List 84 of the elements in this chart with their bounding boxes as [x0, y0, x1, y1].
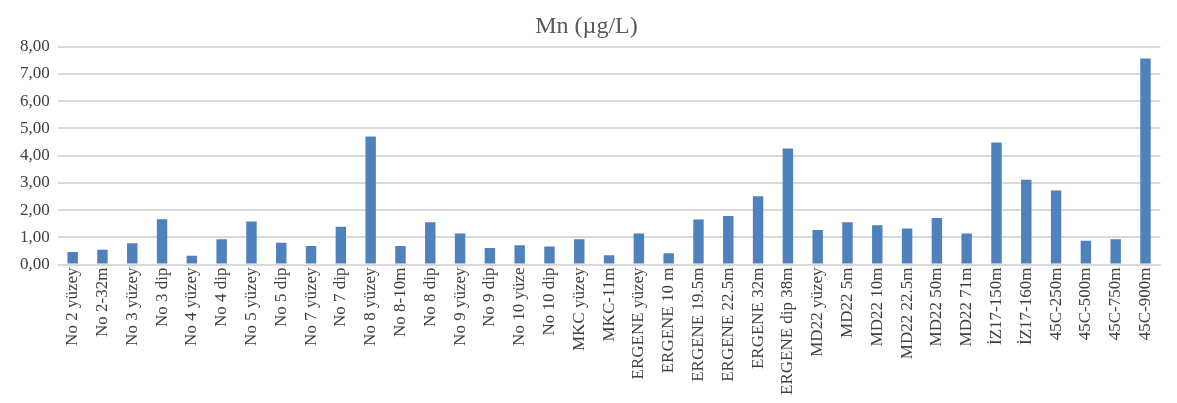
y-tick-label: 7,00 [20, 63, 50, 83]
bar [872, 225, 883, 264]
x-tick-label: MD22 71m [956, 267, 976, 347]
x-tick-label: MKC yüzey [568, 267, 588, 352]
bar [514, 245, 525, 264]
x-tick-label: No 3 dip [151, 267, 171, 328]
bar [97, 249, 108, 264]
bar [454, 233, 466, 264]
x-tick-label: MD22 10m [866, 267, 886, 347]
x-tick-label: İZ17-160m [1015, 267, 1035, 345]
bar [544, 246, 555, 264]
bar [1080, 240, 1092, 264]
bar [842, 222, 853, 264]
bar [1110, 239, 1121, 264]
x-tick-label: No 4 dip [211, 267, 231, 328]
x-tick-label: No 10 yüze [509, 267, 529, 346]
x-tick-label: No 5 yüzey [240, 267, 260, 346]
bar [603, 255, 615, 264]
x-tick-label: MD22 50m [926, 267, 946, 347]
x-tick-label: No 9 yüzey [449, 267, 469, 346]
bar [723, 216, 734, 264]
x-tick-label: No 8 dip [419, 267, 439, 328]
x-tick-label: No 4 yüzey [181, 267, 201, 346]
y-tick-label: 6,00 [20, 90, 50, 110]
chart-title: Mn (µg/L) [535, 11, 638, 38]
x-tick-label: No 8 yüzey [360, 267, 380, 346]
x-tick-label: ERGENE 10 m [658, 267, 678, 374]
bar [931, 217, 943, 264]
bar [812, 229, 823, 264]
bar [216, 239, 227, 264]
x-tick-label: ERGENE 19.5m [687, 267, 707, 382]
bar [335, 226, 347, 264]
x-tick-label: MD22 22.5m [896, 267, 916, 360]
x-tick-label: 45C-750m [1105, 267, 1125, 341]
bar [365, 136, 376, 264]
x-tick-label: No 3 yüzey [121, 267, 141, 346]
x-tick-label: MKC-11m [598, 267, 618, 342]
bar [663, 253, 674, 264]
x-tick-label: 45C-250m [1045, 267, 1065, 341]
bar [425, 222, 436, 264]
x-tick-label: ERGENE yüzey [628, 267, 648, 380]
bar [961, 233, 972, 264]
bar [186, 255, 198, 264]
bar [484, 247, 496, 264]
x-tick-label: MD22 yüzey [807, 267, 827, 357]
bar [246, 221, 257, 264]
bar [1021, 179, 1032, 264]
y-tick-label: 4,00 [20, 145, 50, 165]
bar [991, 142, 1002, 264]
x-tick-label: No 2-32m [91, 267, 111, 337]
x-tick-label: ERGENE 22.5m [717, 267, 737, 382]
x-tick-label: No 5 dip [270, 267, 290, 328]
y-tick-label: 1,00 [20, 226, 50, 246]
x-tick-label: No 2 yüzey [62, 267, 82, 346]
bar [574, 239, 585, 264]
bar [276, 242, 287, 264]
x-tick-label: ERGENE 32m [747, 267, 767, 370]
x-tick-label: 45C-900m [1134, 267, 1154, 341]
x-tick-label: İZ17-150m [985, 267, 1005, 345]
y-tick-label: 8,00 [20, 36, 50, 56]
bar [1140, 58, 1151, 264]
x-tick-label: MD22 5m [836, 267, 856, 338]
bar [305, 246, 317, 264]
x-tick-label: ERGENE dip 38m [777, 267, 797, 396]
x-tick-label: No 7 dip [330, 267, 350, 328]
x-tick-label: No 7 yüzey [300, 267, 320, 346]
bar [693, 219, 704, 264]
y-tick-label: 0,00 [20, 253, 50, 273]
x-tick-label: No 10 dip [538, 267, 558, 336]
y-tick-label: 5,00 [20, 117, 50, 137]
bar [67, 251, 78, 264]
bar [127, 243, 138, 264]
bar [1050, 190, 1062, 264]
x-tick-label: No 8-10m [389, 267, 409, 337]
y-tick-label: 2,00 [20, 199, 50, 219]
bar [782, 148, 794, 264]
bar [156, 219, 168, 264]
y-tick-label: 3,00 [20, 172, 50, 192]
bar [633, 233, 645, 264]
x-tick-label: No 9 dip [479, 267, 499, 328]
x-tick-label: 45C-500m [1075, 267, 1095, 341]
bar [395, 246, 406, 264]
bar [901, 228, 913, 264]
bar [752, 196, 764, 264]
